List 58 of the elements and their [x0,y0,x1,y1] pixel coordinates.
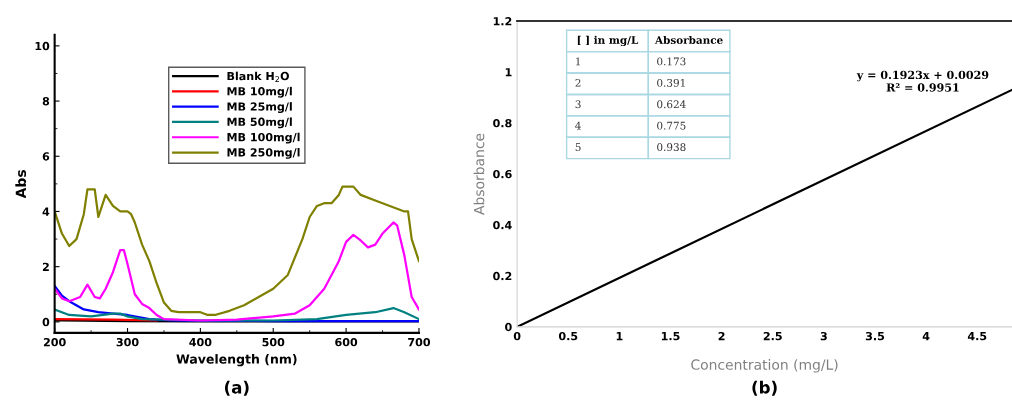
legend-label: MB 250mg/l [227,147,300,159]
annotation: y = 0.1923x + 0.0029 [856,70,989,82]
x-tick-label: 1.5 [661,332,680,341]
annotation: R² = 0.9951 [886,83,959,92]
annotation: 4 [575,121,581,130]
x-tick-label: 0.5 [558,331,578,341]
x-axis-title: Wavelength (nm) [176,354,297,367]
y-tick-label: 1.2 [493,17,512,26]
annotation: 0.173 [657,57,686,66]
annotation: 0.775 [657,121,686,130]
legend-label: MB 50mg/l [227,117,292,129]
y-tick-label: 0 [42,317,50,327]
text: (a) [225,380,249,396]
x-tick-label: 0 [513,331,521,341]
line-series [54,185,419,317]
y-axis-title: Abs [15,170,27,199]
y-axis-title: Absorbance [473,133,485,215]
y-tick-label: 1 [505,68,512,77]
line-series [54,221,419,322]
x-tick-label: 500 [262,337,285,347]
annotation: 1 [576,57,580,66]
y-tick-label: 0.6 [493,169,512,179]
y-tick-label: 10 [35,41,50,51]
annotation: 0.624 [657,100,686,109]
x-axis-title: Concentration (mg/L) [691,359,838,373]
y-tick-label: 0.2 [493,271,512,281]
y-tick-label: 0.8 [493,118,512,128]
annotation: Absorbance [654,35,723,44]
annotation: 2 [575,78,581,87]
x-tick-label: 600 [335,337,358,347]
annotation: 5 [575,143,581,151]
x-tick-label: 2 [718,331,725,341]
legend-label: MB 25mg/l [227,102,292,113]
y-tick-label: 6 [42,152,50,161]
y-tick-label: 8 [42,97,50,106]
x-tick-label: 3 [820,331,827,341]
legend-label: MB 100mg/l [227,132,300,144]
y-tick-label: 0.4 [493,220,512,230]
legend-label: Blank H$_{2}$O [227,71,289,82]
line-series [54,306,419,322]
x-tick-label: 4 [922,332,930,341]
annotation: 0.938 [657,143,686,151]
x-tick-label: 400 [189,337,212,347]
text: (b) [752,380,777,396]
y-tick-label: 4 [42,207,50,216]
x-tick-label: 1 [616,332,623,341]
annotation: 3 [575,100,581,109]
y-tick-label: 0 [505,322,512,332]
x-tick-label: 2.5 [763,331,782,341]
x-tick-label: 3.5 [865,331,885,341]
x-tick-label: 200 [43,337,66,347]
legend-label: MB 10mg/l [227,86,292,98]
annotation: 0.391 [657,78,685,87]
x-tick-label: 700 [408,337,431,347]
x-tick-label: 4.5 [967,332,987,341]
x-tick-label: 300 [116,337,139,347]
y-tick-label: 2 [42,262,49,271]
annotation: [ ] in mg/L [577,35,639,47]
